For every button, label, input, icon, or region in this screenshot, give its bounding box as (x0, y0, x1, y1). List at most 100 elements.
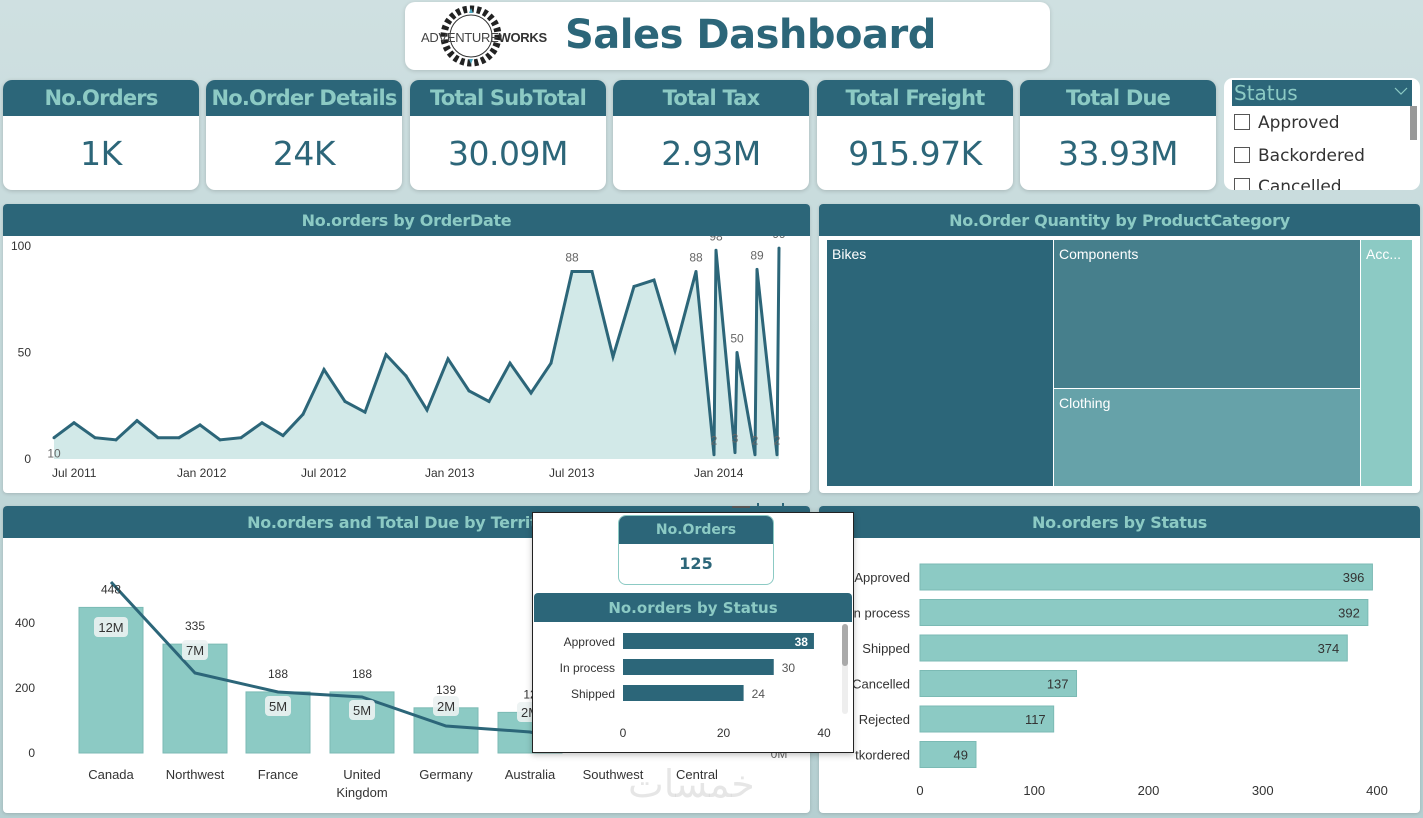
x-tick-label: 100 (1023, 783, 1045, 798)
data-label-background (433, 696, 459, 716)
data-point (218, 438, 222, 442)
line-data-label: 2M (437, 699, 455, 714)
x-tick-label: 40 (817, 726, 831, 740)
more-options-icon[interactable] (782, 503, 784, 513)
data-point (673, 348, 677, 352)
bar (329, 691, 395, 754)
report-page-tooltip: No.Orders 125 No.orders by Status Approv… (532, 512, 854, 753)
x-tick-label: 20 (717, 726, 731, 740)
bar (919, 670, 1078, 697)
data-label: 88 (565, 251, 579, 265)
data-point (301, 412, 305, 416)
orders-by-status-panel: No.orders by Status Approved 396 n process… (819, 506, 1420, 813)
kpi-label: Total SubTotal (410, 80, 606, 116)
status-bar-chart: Approved 396 n process 392 Shipped 374 Cancell… (852, 563, 1388, 798)
bar (919, 563, 1373, 591)
data-point (52, 436, 56, 440)
kpi-label: Total Freight (817, 80, 1013, 116)
filter-icon[interactable] (757, 503, 759, 513)
data-point (156, 436, 160, 440)
scrollbar-thumb[interactable] (842, 624, 848, 666)
checkbox[interactable] (1234, 114, 1250, 130)
treemap-tile-bikes[interactable]: Bikes (827, 240, 1053, 486)
x-category-label: Central (676, 767, 718, 782)
x-tick-label: 0 (916, 783, 923, 798)
bar-data-label: 38 (795, 635, 809, 649)
x-category-label: Australia (505, 767, 556, 782)
header: ADVENTUREWORKS Sales Dashboard (405, 2, 1050, 70)
data-point (714, 248, 718, 252)
y-tick-label: 50 (18, 346, 32, 360)
y-category-label: n process (854, 606, 911, 621)
treemap-tile-accessories[interactable]: Acc... (1361, 240, 1412, 486)
data-point (694, 270, 698, 274)
bar-data-label: 188 (352, 667, 372, 681)
line-chart: 0 50 100 Jul 2011 Jan 2012 Jul 2012 Jan 2013 Ju… (11, 236, 786, 480)
data-label: 3 (732, 432, 739, 446)
y-tick-label: 200 (15, 681, 35, 695)
orders-by-date-panel: No.orders by OrderDate 0 50 100 Jul 2011 Jan… (3, 204, 810, 493)
panel-title: No.Order Quantity by ProductCategory (819, 204, 1420, 236)
bar-data-label: 24 (752, 687, 766, 701)
bar (919, 705, 1055, 733)
data-label-background (349, 700, 375, 720)
data-label: 10 (47, 447, 61, 461)
bar-data-label: 396 (1343, 570, 1365, 585)
slicer-title[interactable]: Status (1232, 80, 1412, 106)
tooltip-bar-chart: Approved 38 In process 30 Shipped 24 0 20 40 (560, 624, 848, 740)
y-tick-label: 100 (11, 239, 31, 253)
panel-title: No.orders by Status (819, 506, 1420, 538)
kpi-label: Total Due (1020, 80, 1216, 116)
y-category-label: Rejected (859, 712, 910, 727)
drag-handle-icon[interactable] (732, 506, 750, 508)
x-tick-label: 0 (620, 726, 627, 740)
slicer-option-cancelled[interactable]: Cancelled (1234, 177, 1342, 190)
kpi-card-subtotal: Total SubTotal 30.09M (410, 80, 606, 190)
slicer-option-backordered[interactable]: Backordered (1234, 146, 1365, 166)
data-point (446, 357, 450, 361)
checkbox[interactable] (1234, 147, 1250, 163)
kpi-value: 24K (272, 134, 336, 173)
line-data-label: 7M (186, 643, 204, 658)
bar-data-label: 374 (1318, 641, 1340, 656)
data-label: 89 (750, 248, 764, 262)
data-point (384, 353, 388, 357)
line-data-label: 5M (269, 699, 287, 714)
panel-title: No.orders by OrderDate (3, 204, 810, 236)
data-point (198, 423, 202, 427)
treemap-tile-components[interactable]: Components (1054, 240, 1360, 388)
slicer-option-approved[interactable]: Approved (1234, 113, 1340, 133)
kpi-value: 30.09M (448, 134, 568, 173)
kpi-card-total-due: Total Due 33.93M (1020, 80, 1216, 190)
x-tick-label: Jul 2012 (301, 466, 347, 480)
line-data-label: 12M (98, 620, 123, 635)
y-category-label: Approved (854, 570, 910, 585)
bar (162, 643, 228, 754)
kpi-value: 915.97K (848, 134, 982, 173)
y-category-label: Shipped (571, 687, 615, 701)
bar (919, 741, 977, 768)
kpi-card-order-details: No.Order Details 24K (206, 80, 402, 190)
treemap-tile-clothing[interactable]: Clothing (1054, 389, 1360, 486)
data-label: 50 (730, 332, 744, 346)
x-category-label: Canada (88, 767, 134, 782)
y-category-label: Shipped (862, 641, 910, 656)
data-point (777, 246, 781, 250)
bar (623, 685, 744, 701)
data-point (570, 270, 574, 274)
x-tick-label: 300 (1252, 783, 1274, 798)
data-label-background (182, 640, 208, 660)
kpi-label: No.Order Details (206, 80, 402, 116)
x-tick-label: Jan 2012 (177, 466, 227, 480)
x-tick-label: 200 (1138, 783, 1160, 798)
status-slicer: Status Approved Backordered Cancelled (1224, 78, 1420, 190)
chevron-down-icon[interactable] (1394, 84, 1408, 98)
visual-header-icons (732, 503, 784, 513)
data-point (177, 436, 181, 440)
x-tick-label: Jul 2013 (549, 466, 595, 480)
checkbox[interactable] (1234, 178, 1250, 190)
slicer-scrollbar[interactable] (1410, 106, 1417, 140)
data-point (363, 410, 367, 414)
y-category-label: tkordered (855, 748, 910, 763)
